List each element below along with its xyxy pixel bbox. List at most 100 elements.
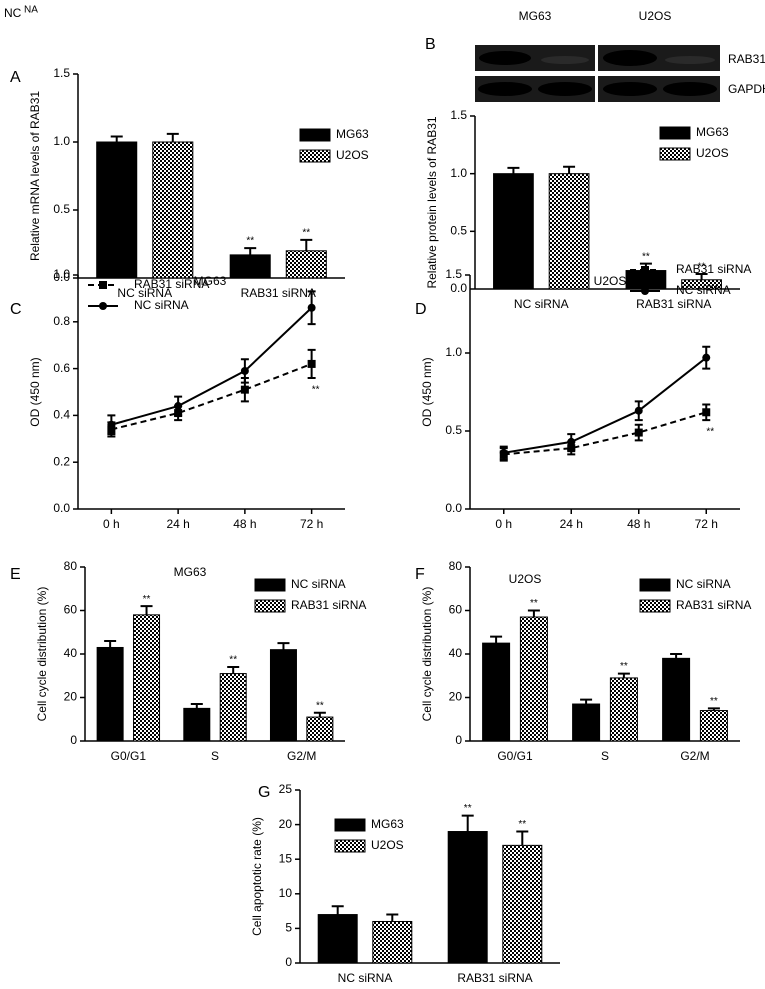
bar <box>133 614 161 742</box>
significance: ** <box>143 594 151 605</box>
y-tick-label: 1.0 <box>450 166 467 180</box>
y-tick-label: 0 <box>285 955 292 969</box>
error-bar <box>386 913 399 922</box>
error-bar <box>104 639 117 648</box>
y-axis-label: Cell cycle distribution (%) <box>420 587 434 722</box>
significance: ** <box>518 819 526 830</box>
error-bar <box>244 247 257 255</box>
error-bar <box>313 711 326 718</box>
error-bar <box>300 238 313 251</box>
y-tick-label: 0.0 <box>445 501 462 515</box>
x-tick-label: NC siRNA <box>338 971 393 985</box>
legend-swatch <box>299 128 331 142</box>
y-tick-label: 0.4 <box>53 408 70 422</box>
bar <box>519 616 548 742</box>
y-tick-label: 20 <box>64 690 78 704</box>
marker <box>634 406 643 415</box>
legend-marker <box>641 266 649 274</box>
error-bar <box>516 830 529 846</box>
error-bar <box>527 609 540 618</box>
significance: ** <box>302 228 310 239</box>
y-tick-label: 40 <box>64 646 78 660</box>
y-tick-label: 0.0 <box>53 270 70 284</box>
y-tick-label: 1.0 <box>53 134 70 148</box>
y-tick-label: 1.5 <box>450 108 467 122</box>
error-bar <box>277 642 290 650</box>
blot-band <box>478 82 532 96</box>
y-tick-label: 1.5 <box>445 267 462 281</box>
significance: ** <box>229 655 237 666</box>
legend-swatch <box>299 149 331 163</box>
line <box>111 307 313 426</box>
bar <box>447 831 488 964</box>
y-tick-label: 0.8 <box>53 314 70 328</box>
error-bar <box>580 698 593 705</box>
panel: F U2OS Cell cycle distribution (%) 0 20 40 60 8… <box>415 559 751 763</box>
y-tick-label: 80 <box>64 559 78 573</box>
legend-swatch <box>334 818 366 832</box>
y-axis-label: Cell apoptotic rate (%) <box>250 817 264 936</box>
y-tick-label: 0 <box>70 733 77 747</box>
error-bar <box>617 672 630 678</box>
legend-label: RAB31 siRNA <box>676 598 751 612</box>
blot-band <box>663 82 717 96</box>
x-tick-label: 24 h <box>560 517 583 531</box>
panel-letter: E <box>10 566 21 583</box>
legend-marker <box>99 302 107 310</box>
error-bar <box>707 707 720 711</box>
bar <box>572 703 601 742</box>
y-tick-label: 1.5 <box>53 66 70 80</box>
blot-label: U2OS <box>639 9 672 23</box>
line <box>503 411 707 456</box>
y-tick-label: 20 <box>449 690 463 704</box>
legend-label: RAB31 siRNA <box>134 277 209 291</box>
marker <box>702 408 711 417</box>
legend-label: U2OS <box>371 838 404 852</box>
legend-label: U2OS <box>696 146 729 160</box>
blot-band <box>541 56 589 64</box>
marker <box>307 359 316 368</box>
legend-swatch <box>639 578 671 592</box>
bar <box>502 844 543 964</box>
panel-letter: B <box>425 36 436 53</box>
panel-letter: A <box>10 69 21 86</box>
y-tick-label: 0.5 <box>450 224 467 238</box>
marker <box>107 420 116 429</box>
bar <box>219 673 247 742</box>
error-bar <box>110 135 123 142</box>
legend-label: NC siRNA <box>676 577 731 591</box>
legend-swatch <box>254 599 286 613</box>
panel: A Relative mRNA levels of RAB31 0.0 0.5 1.0 1… <box>10 66 369 300</box>
y-axis-label: OD (450 nm) <box>28 357 42 426</box>
significance: ** <box>620 661 628 672</box>
legend-label: U2OS <box>336 148 369 162</box>
legend-swatch <box>334 839 366 853</box>
y-tick-label: 0.5 <box>445 423 462 437</box>
error-bar <box>507 166 520 174</box>
legend-label: MG63 <box>371 817 404 831</box>
panel-title: U2OS <box>509 572 542 586</box>
stray-text: NC <box>4 6 22 20</box>
panel: E MG63 Cell cycle distribution (%) 0 20 40 60 8… <box>10 559 366 763</box>
line <box>503 356 707 454</box>
y-tick-label: 15 <box>279 851 293 865</box>
x-tick-label: NC siRNA <box>514 297 569 311</box>
y-tick-label: 0.0 <box>450 281 467 295</box>
western-blot: MG63 U2OS RAB31 GAPDH <box>475 9 765 102</box>
y-tick-label: 1.0 <box>445 345 462 359</box>
bar <box>96 141 138 279</box>
bar <box>482 642 511 742</box>
bar <box>699 710 728 742</box>
marker <box>240 385 249 394</box>
x-tick-label: S <box>211 749 219 763</box>
error-bar <box>227 666 240 674</box>
marker <box>174 402 183 411</box>
legend-label: RAB31 siRNA <box>676 262 751 276</box>
y-tick-label: 60 <box>449 603 463 617</box>
blot-band <box>665 56 715 64</box>
marker <box>240 366 249 375</box>
bar <box>229 254 271 279</box>
x-tick-label: RAB31 siRNA <box>636 297 711 311</box>
error-bar <box>461 814 474 832</box>
error-bar <box>670 653 683 659</box>
